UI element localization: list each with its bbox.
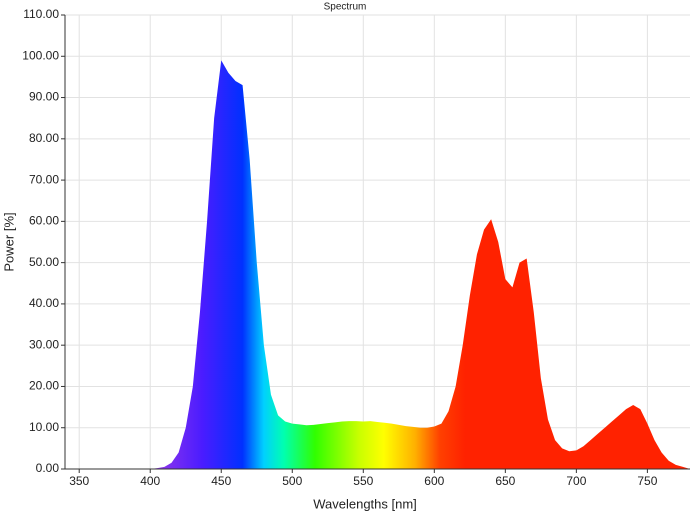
y-tick-label: 30.00 bbox=[29, 337, 59, 351]
spectrum-area bbox=[72, 60, 690, 470]
chart-title: Spectrum bbox=[324, 2, 367, 13]
y-tick-label: 20.00 bbox=[29, 379, 59, 393]
x-tick-label: 550 bbox=[353, 474, 373, 488]
axes: 0.00 10.00 20.00 30.00 40.00 50.00 60.00 70.00 8… bbox=[22, 7, 690, 488]
x-tick-label: 450 bbox=[211, 474, 231, 488]
y-tick-label: 10.00 bbox=[29, 420, 59, 434]
x-tick-label: 700 bbox=[566, 474, 586, 488]
y-tick-label: 110.00 bbox=[23, 7, 59, 21]
y-tick-label: 80.00 bbox=[29, 131, 59, 145]
x-tick-label: 400 bbox=[140, 474, 160, 488]
x-tick-label: 650 bbox=[495, 474, 515, 488]
y-tick-label: 50.00 bbox=[29, 255, 59, 269]
y-tick-label: 100.00 bbox=[22, 48, 59, 62]
x-tick-label: 750 bbox=[637, 474, 657, 488]
grid bbox=[65, 14, 690, 470]
y-tick-label: 0.00 bbox=[36, 461, 60, 475]
y-tick-label: 90.00 bbox=[29, 90, 59, 104]
x-tick-label: 600 bbox=[424, 474, 444, 488]
y-tick-label: 60.00 bbox=[29, 214, 59, 228]
plot bbox=[72, 60, 690, 470]
y-tick-label: 40.00 bbox=[29, 296, 59, 310]
y-axis-label: Power [%] bbox=[1, 212, 16, 271]
x-tick-label: 500 bbox=[282, 474, 302, 488]
x-axis-label: Wavelengths [nm] bbox=[313, 496, 417, 511]
y-tick-label: 70.00 bbox=[29, 172, 59, 186]
x-tick-label: 350 bbox=[69, 474, 89, 488]
